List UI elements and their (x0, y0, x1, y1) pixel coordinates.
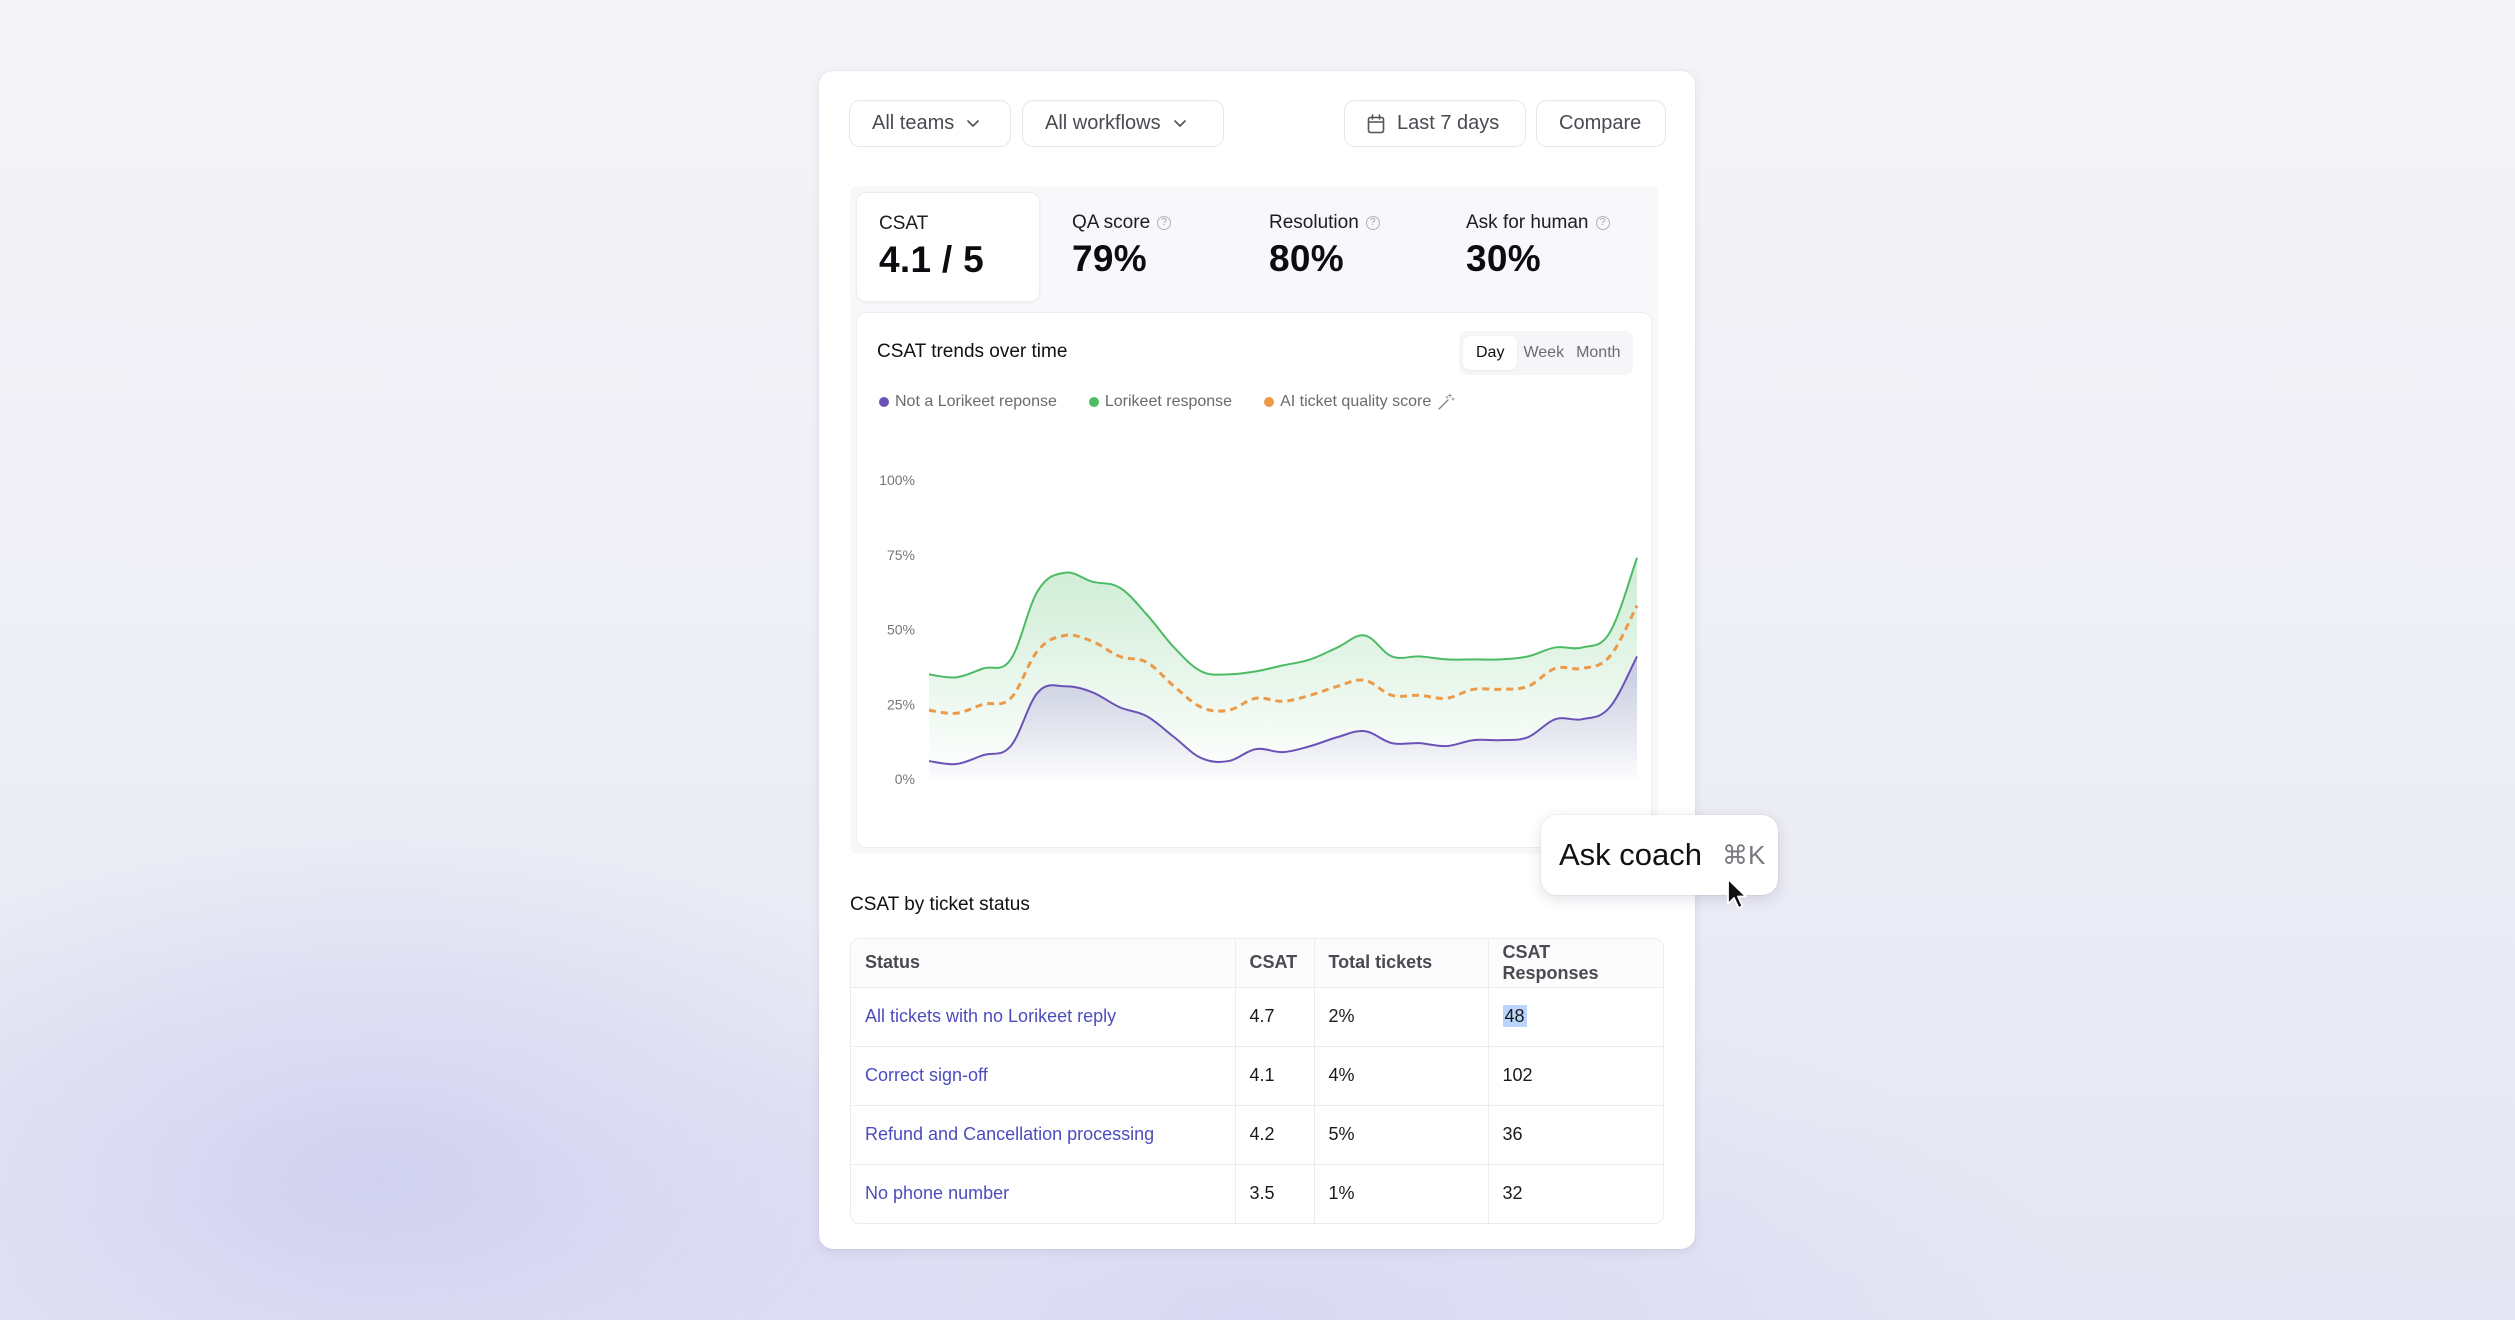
compare-button[interactable]: Compare (1536, 100, 1666, 147)
total-tickets-cell: 5% (1313, 1104, 1488, 1164)
kpi-tab-ask-for-human[interactable]: Ask for human? 30% (1444, 192, 1644, 302)
kpi-tab-csat[interactable]: CSAT 4.1 / 5 (856, 192, 1040, 302)
kpi-value: 79% (1072, 238, 1147, 279)
keyboard-shortcut: ⌘K (1722, 839, 1766, 870)
legend-dot (1088, 397, 1099, 407)
status-table: Status CSAT Total tickets CSAT Responses… (850, 938, 1664, 1224)
table-row: Refund and Cancellation processing 4.2 5… (851, 1104, 1663, 1164)
legend-item-not-lorikeet[interactable]: Not a Lorikeet reponse (879, 393, 1057, 411)
granularity-toggle: Day Week Month (1459, 331, 1633, 375)
compare-label: Compare (1559, 112, 1642, 134)
chart-title: CSAT trends over time (877, 341, 1068, 362)
column-header-csat-responses[interactable]: CSAT Responses (1487, 939, 1663, 988)
kpi-value: 4.1 / 5 (879, 239, 984, 280)
workflows-dropdown-label: All workflows (1045, 112, 1161, 134)
kpi-value: 30% (1466, 238, 1541, 279)
granularity-week[interactable]: Week (1523, 344, 1565, 361)
csat-cell: 3.5 (1234, 1163, 1314, 1223)
y-axis-tick: 0% (895, 771, 915, 787)
chart-legend: Not a Lorikeet reponse Lorikeet response… (879, 393, 1455, 411)
csat-trend-chart[interactable]: 0% 25% 50% 75% 100% (857, 313, 1653, 849)
total-tickets-cell: 1% (1313, 1163, 1488, 1223)
ask-coach-label: Ask coach (1559, 837, 1703, 872)
column-header-csat[interactable]: CSAT (1234, 939, 1314, 988)
section-title: CSAT by ticket status (850, 894, 1030, 915)
ai-quality-line (928, 604, 1639, 715)
y-axis-tick: 75% (887, 547, 915, 563)
not-lorikeet-area (929, 656, 1637, 779)
not-lorikeet-line (928, 655, 1638, 766)
date-range-label: Last 7 days (1397, 112, 1500, 134)
status-link[interactable]: Refund and Cancellation processing (851, 1104, 1235, 1164)
kpi-tab-qa-score[interactable]: QA score? 79% (1050, 192, 1240, 302)
csat-responses-cell: 36 (1487, 1104, 1663, 1164)
selected-text: 48 (1502, 1005, 1527, 1027)
status-link[interactable]: No phone number (851, 1163, 1235, 1223)
table-row: Correct sign-off 4.1 4% 102 (851, 1045, 1663, 1105)
ask-coach-button[interactable]: Ask coach ⌘K (1541, 815, 1778, 895)
legend-label: AI ticket quality score (1280, 393, 1432, 410)
teams-dropdown-label: All teams (872, 112, 955, 134)
kpi-label: Resolution (1269, 212, 1359, 233)
csat-cell: 4.1 (1234, 1045, 1314, 1105)
column-header-status[interactable]: Status (851, 939, 1235, 988)
help-icon[interactable]: ? (1595, 216, 1610, 230)
status-link[interactable]: All tickets with no Lorikeet reply (865, 1006, 1117, 1026)
legend-label: Not a Lorikeet reponse (895, 393, 1057, 410)
legend-dot (1264, 397, 1275, 407)
workflows-dropdown[interactable]: All workflows (1022, 100, 1224, 147)
date-range-button[interactable]: Last 7 days (1344, 100, 1526, 147)
granularity-day[interactable]: Day (1463, 336, 1518, 370)
kpi-tab-resolution[interactable]: Resolution? 80% (1247, 192, 1437, 302)
calendar-icon (1367, 113, 1385, 133)
kpi-label: QA score (1072, 212, 1151, 233)
dashboard-card: All teams All workflows Last 7 days Comp… (819, 71, 1695, 1249)
lorikeet-line (928, 557, 1638, 679)
mouse-cursor-icon (1727, 878, 1747, 909)
legend-item-lorikeet[interactable]: Lorikeet response (1088, 393, 1233, 411)
legend-item-ai-quality[interactable]: AI ticket quality score (1264, 393, 1455, 411)
kpi-value: 80% (1269, 238, 1344, 279)
csat-responses-cell: 48 (1487, 987, 1663, 1046)
table-header-row: Status CSAT Total tickets CSAT Responses (851, 939, 1663, 988)
total-tickets-cell: 2% (1313, 987, 1488, 1046)
kpi-strip: CSAT 4.1 / 5 QA score? 79% Resolution? 8… (850, 186, 1658, 854)
kpi-label: Ask for human (1466, 212, 1589, 233)
granularity-month[interactable]: Month (1576, 344, 1621, 361)
table-row: No phone number 3.5 1% 32 (851, 1163, 1663, 1223)
legend-dot (879, 397, 889, 407)
csat-cell: 4.7 (1234, 987, 1314, 1046)
csat-responses-cell: 102 (1487, 1045, 1663, 1105)
chevron-down-icon (967, 120, 980, 127)
column-header-total-tickets[interactable]: Total tickets (1313, 939, 1488, 988)
csat-cell: 4.2 (1234, 1104, 1314, 1164)
table-row: All tickets with no Lorikeet reply 4.7 2… (851, 987, 1663, 1046)
help-icon[interactable]: ? (1365, 216, 1380, 230)
status-link[interactable]: Correct sign-off (851, 1045, 1235, 1105)
y-axis-tick: 100% (879, 472, 915, 488)
chevron-down-icon (1173, 120, 1186, 127)
y-axis-tick: 50% (887, 622, 915, 638)
csat-responses-cell: 32 (1487, 1163, 1663, 1223)
teams-dropdown[interactable]: All teams (849, 100, 1011, 147)
csat-trend-chart-card: CSAT trends over time Day Week Month Not… (856, 312, 1652, 848)
help-icon[interactable]: ? (1157, 216, 1172, 230)
kpi-label: CSAT (879, 213, 929, 234)
y-axis-tick: 25% (887, 696, 915, 712)
magic-wand-icon (1438, 393, 1455, 410)
legend-label: Lorikeet response (1104, 393, 1233, 410)
total-tickets-cell: 4% (1313, 1045, 1488, 1105)
